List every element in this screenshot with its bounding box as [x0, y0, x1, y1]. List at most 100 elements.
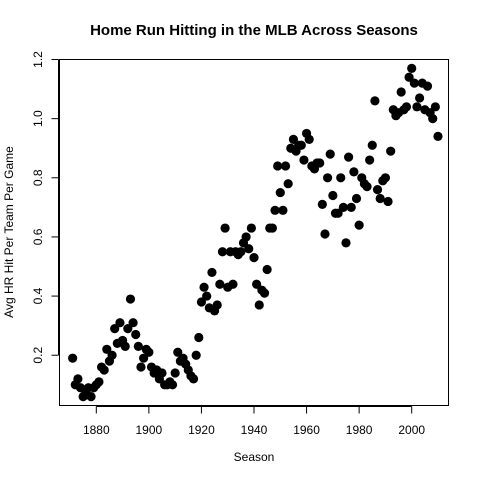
data-point [202, 291, 212, 301]
data-point [409, 78, 419, 88]
data-point [341, 238, 351, 248]
y-tick-label: 0.4 [31, 287, 45, 304]
data-point [304, 134, 314, 144]
y-axis-label: Avg HR Hit Per Team Per Game [2, 146, 16, 318]
data-point [383, 196, 393, 207]
data-point [254, 300, 264, 310]
data-point [278, 205, 288, 215]
data-point [128, 318, 138, 328]
data-point [220, 223, 230, 233]
data-point [351, 193, 362, 204]
data-point [131, 329, 141, 340]
data-point [246, 223, 256, 233]
data-point [262, 264, 272, 275]
data-point [322, 173, 333, 183]
x-tick-label: 1960 [293, 423, 320, 437]
data-point [372, 185, 383, 195]
data-point [68, 353, 78, 363]
data-point [194, 332, 204, 343]
y-tick-label: 0.6 [31, 228, 45, 245]
data-point [325, 149, 335, 159]
data-point [267, 223, 277, 233]
data-point [275, 187, 285, 198]
data-point [315, 158, 325, 168]
data-point [115, 318, 125, 328]
data-point [123, 324, 133, 334]
data-point [430, 102, 440, 112]
x-axis: 1880 1900 1920 1940 1960 1980 2000 [83, 406, 425, 437]
data-point [167, 380, 178, 390]
data-point [136, 362, 146, 372]
data-point [422, 81, 433, 91]
data-point [241, 232, 251, 242]
y-axis: 0.2 0.4 0.6 0.8 1.0 1.2 [31, 51, 59, 364]
y-tick-label: 0.2 [31, 347, 45, 364]
data-point [317, 199, 327, 210]
data-point [414, 93, 425, 103]
data-point [259, 288, 270, 298]
data-point [380, 173, 391, 183]
data-point [349, 167, 359, 177]
data-point [428, 114, 438, 124]
data-point [386, 146, 396, 156]
data-point [207, 267, 217, 278]
data-point [217, 247, 228, 257]
data-point [139, 353, 149, 363]
data-point [133, 341, 143, 351]
data-point [396, 87, 406, 97]
data-point [196, 297, 207, 307]
data-point [354, 220, 364, 230]
x-tick-label: 1920 [188, 423, 215, 437]
x-axis-label: Season [234, 450, 275, 464]
plot-frame [59, 59, 449, 406]
data-point [338, 202, 348, 212]
data-point [170, 368, 180, 378]
data-point [144, 347, 154, 357]
data-point [404, 72, 414, 82]
data-point [73, 374, 83, 384]
data-point [299, 155, 309, 165]
data-point [173, 347, 183, 357]
data-points [68, 63, 443, 402]
data-point [236, 247, 246, 257]
data-point [188, 374, 199, 384]
data-point [249, 253, 259, 263]
y-tick-label: 1.0 [31, 110, 45, 127]
data-point [273, 161, 283, 171]
data-point [280, 161, 291, 171]
data-point [333, 208, 343, 218]
data-point [433, 131, 443, 141]
data-point [401, 102, 412, 112]
data-point [228, 279, 238, 289]
data-point [283, 179, 293, 189]
data-point [328, 190, 338, 201]
y-tick-label: 1.2 [31, 51, 45, 68]
data-point [215, 279, 225, 289]
data-point [94, 377, 104, 387]
y-tick-label: 0.8 [31, 169, 45, 186]
data-point [102, 344, 112, 354]
data-point [367, 140, 377, 150]
data-point [336, 173, 346, 183]
data-point [412, 102, 422, 112]
data-point [346, 202, 356, 212]
data-point [244, 244, 254, 254]
data-point [362, 182, 372, 192]
data-point [120, 341, 130, 351]
data-point [252, 279, 262, 289]
data-point [370, 96, 380, 106]
data-point [110, 324, 120, 334]
data-point [288, 134, 299, 144]
x-tick-label: 1880 [83, 423, 110, 437]
data-point [107, 350, 117, 360]
data-point [320, 229, 330, 239]
x-tick-label: 1980 [346, 423, 373, 437]
data-point [365, 155, 375, 165]
x-tick-label: 1940 [241, 423, 268, 437]
data-point [344, 152, 354, 162]
x-tick-label: 1900 [136, 423, 163, 437]
data-point [191, 350, 201, 360]
data-point [407, 63, 417, 73]
data-point [375, 193, 385, 204]
data-point [199, 282, 209, 292]
